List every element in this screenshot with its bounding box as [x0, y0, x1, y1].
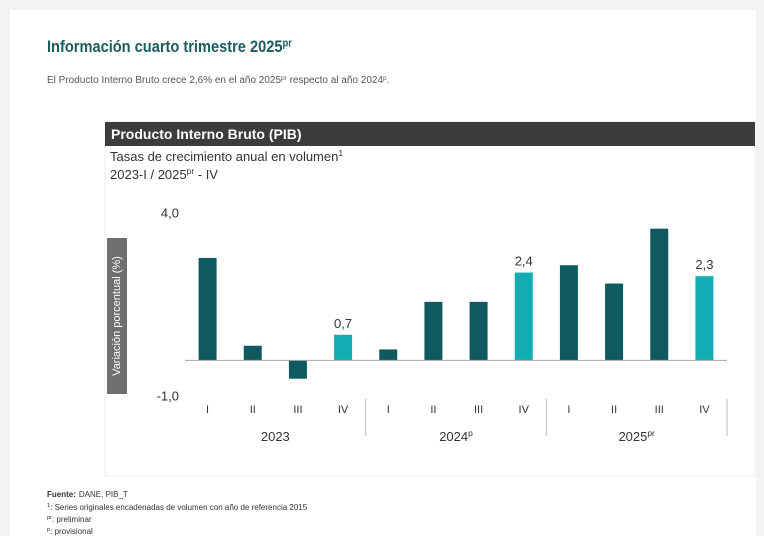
bar — [424, 301, 443, 361]
footnote-text: : provisional — [50, 527, 93, 536]
x-tick-label: III — [293, 404, 302, 416]
x-tick-label: IV — [699, 404, 710, 416]
text-part: El Producto Interno Bruto crece 2,6% en … — [47, 75, 281, 86]
group-label: 2025pr — [618, 428, 655, 444]
superscript: 1 — [338, 148, 343, 158]
y-tick-label: -1,0 — [157, 388, 179, 403]
x-tick-label: I — [567, 404, 570, 416]
bar — [695, 276, 714, 361]
y-axis-label: Variación porcentual (%) — [111, 256, 123, 376]
superscript: pr — [647, 428, 655, 438]
bar — [605, 283, 624, 361]
bar — [288, 360, 307, 379]
intro: El Producto Interno Bruto crece 2,6% en … — [47, 75, 389, 87]
y-tick-label: 4,0 — [161, 205, 179, 220]
source-text: DANE, PIB_T — [79, 490, 128, 499]
x-tick-label: IV — [519, 404, 530, 416]
bar — [243, 345, 262, 361]
page-title: Información cuarto trimestre 2025pr — [47, 38, 292, 57]
group-label: 2024p — [439, 428, 473, 444]
x-tick-label: II — [250, 404, 256, 416]
value-label: 2,4 — [515, 254, 533, 269]
y-label-box — [107, 238, 127, 394]
bar — [334, 334, 353, 361]
footnote-text: : preliminar — [52, 515, 92, 524]
footnote-mark: p — [47, 527, 50, 533]
chart-title-bar — [105, 122, 755, 146]
group-text: 2025 — [618, 429, 647, 444]
x-tick-label: III — [655, 404, 664, 416]
chart-subtitle: 2023-I / 2025pr - IV — [110, 166, 218, 182]
chart-subtitle: Tasas de crecimiento anual en volumen1 — [110, 148, 343, 164]
footnote: 1: Series originales encadenadas de volu… — [47, 503, 308, 512]
group-text: 2024 — [439, 429, 468, 444]
source: Fuente: DANE, PIB_T — [47, 490, 128, 499]
footnote-mark: 1 — [47, 503, 50, 509]
x-tick-label: I — [387, 404, 390, 416]
superscript: pr — [282, 38, 292, 50]
bar — [514, 272, 533, 361]
value-label: 0,7 — [334, 316, 352, 331]
bar — [559, 265, 578, 361]
footnote-mark: pr — [47, 515, 52, 521]
value-label: 2,3 — [695, 257, 713, 272]
x-tick-label: III — [474, 404, 483, 416]
superscript: p — [383, 75, 387, 82]
footnote: p: provisional — [47, 527, 93, 536]
bar — [379, 349, 398, 361]
chart-title: Producto Interno Bruto (PIB) — [111, 126, 302, 142]
x-tick-label: II — [611, 404, 617, 416]
group-label: 2023 — [261, 429, 290, 444]
group-text: 2023 — [261, 429, 290, 444]
x-tick-label: IV — [338, 404, 349, 416]
superscript: p — [468, 428, 473, 438]
x-tick-label: I — [206, 404, 209, 416]
bar — [650, 228, 669, 361]
x-tick-label: II — [430, 404, 436, 416]
superscript: pr — [281, 75, 288, 82]
title-text: Información cuarto trimestre 2025 — [47, 38, 283, 56]
bar — [198, 257, 217, 361]
text-part: . — [387, 75, 390, 86]
bar — [469, 301, 488, 361]
source-label: Fuente: — [47, 490, 76, 499]
text-part: 2023-I / 2025 — [110, 167, 187, 182]
footnote: pr: preliminar — [47, 515, 92, 524]
text-part: respecto al año 2024 — [287, 75, 384, 86]
text-part: Tasas de crecimiento anual en volumen — [110, 149, 338, 164]
superscript: pr — [187, 166, 195, 176]
text-part: - IV — [194, 167, 218, 182]
footnote-text: : Series originales encadenadas de volum… — [50, 503, 308, 512]
